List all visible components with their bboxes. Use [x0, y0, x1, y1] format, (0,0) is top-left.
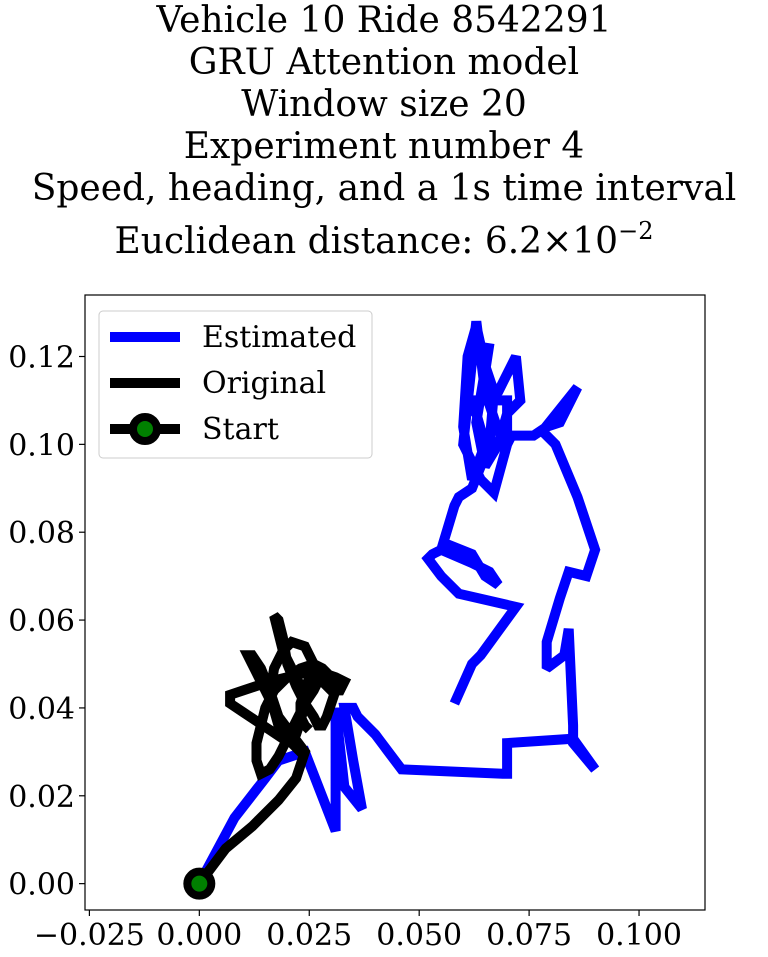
start-marker: [183, 867, 216, 900]
title-line-3: Window size 20: [241, 84, 527, 125]
plot-area: [183, 320, 601, 900]
y-tick-label: 0.06: [8, 604, 75, 639]
legend-marker-start: [129, 413, 161, 445]
title-line-distance: Euclidean distance: 6.2×10−2: [0, 210, 768, 263]
distance-mantissa: 6.2: [484, 221, 543, 262]
x-tick-label: 0.000: [156, 918, 242, 953]
distance-base: 10: [572, 221, 619, 262]
legend: Estimated Original Start: [98, 310, 373, 459]
axis-ticks: −0.025 0.000 0.025 0.050 0.075 0.100 0.00 0.02 0…: [8, 341, 682, 954]
x-tick-label: 0.100: [596, 918, 682, 953]
y-tick-label: 0.00: [8, 868, 75, 903]
x-tick-label: 0.050: [376, 918, 462, 953]
legend-box: [98, 310, 373, 459]
y-tick-label: 0.04: [8, 692, 75, 727]
title-line-1: Vehicle 10 Ride 8542291: [156, 0, 612, 41]
distance-prefix: Euclidean distance:: [114, 221, 485, 262]
y-tick-label: 0.08: [8, 516, 75, 551]
x-tick-label: 0.075: [486, 918, 572, 953]
y-tick-label: 0.10: [8, 428, 75, 463]
distance-exponent: −2: [618, 217, 654, 245]
legend-label-original: Original: [202, 366, 326, 401]
y-tick-label: 0.02: [8, 780, 75, 815]
x-tick-label: 0.025: [266, 918, 352, 953]
y-tick-label: 0.12: [8, 341, 75, 376]
chart-title: Vehicle 10 Ride 8542291 GRU Attention mo…: [0, 0, 768, 263]
distance-times: ×: [542, 221, 573, 262]
title-line-4: Experiment number 4: [183, 126, 585, 167]
legend-label-estimated: Estimated: [202, 320, 356, 355]
axes-frame: [84, 294, 706, 911]
title-line-5: Speed, heading, and a 1s time interval: [31, 168, 737, 209]
x-tick-label: −0.025: [34, 918, 145, 953]
series-line-original: [195, 612, 352, 887]
title-line-2: GRU Attention model: [188, 42, 580, 83]
series-line-estimated: [194, 320, 601, 886]
legend-label-start: Start: [202, 412, 279, 447]
